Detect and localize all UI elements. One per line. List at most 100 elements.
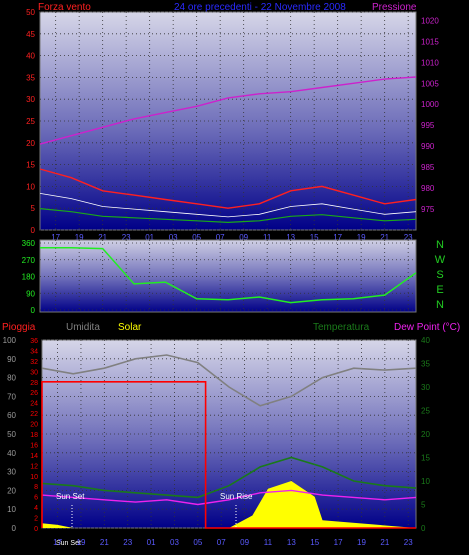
pressure-tick-label: 975	[421, 205, 435, 214]
solar-label: Solar	[118, 322, 142, 333]
temp-tick-label: 15	[421, 454, 430, 463]
time-tick-label: 17	[334, 538, 343, 547]
humidity-tick-label: 70	[7, 392, 16, 401]
wind-tick-label: 25	[26, 117, 35, 126]
compass-letter: S	[436, 269, 443, 281]
direction-tick-label: 360	[22, 239, 36, 248]
time-tick-label: 17	[333, 233, 342, 242]
wind-tick-label: 10	[26, 182, 35, 191]
direction-tick-label: 180	[22, 273, 36, 282]
wind-tick-label: 20	[26, 139, 35, 148]
humidity-tick-label: 80	[7, 374, 16, 383]
time-tick-label: 23	[123, 538, 132, 547]
wind-average-line	[39, 208, 417, 224]
time-tick-label: 07	[216, 233, 225, 242]
wind-tick-label: 50	[26, 8, 35, 17]
rain-tick-label: 2	[34, 516, 38, 523]
humidity-label: Umidita	[66, 322, 100, 333]
pressure-label: Pressione	[372, 2, 417, 13]
pressure-tick-label: 980	[421, 184, 435, 193]
wind-tick-label: 5	[31, 204, 36, 213]
wind-direction-line	[40, 246, 417, 304]
time-tick-label: 19	[357, 233, 366, 242]
time-tick-label: 23	[404, 233, 413, 242]
rain-tick-label: 36	[30, 338, 38, 345]
wind-tick-label: 45	[26, 30, 35, 39]
panel1-series	[39, 76, 417, 224]
time-tick-label: 21	[100, 538, 109, 547]
wind-speed-line	[39, 168, 417, 209]
humidity-tick-label: 30	[7, 468, 16, 477]
wind-tick-label: 40	[26, 52, 35, 61]
direction-tick-label: 90	[26, 289, 35, 298]
temp-tick-label: 5	[421, 501, 426, 510]
panel3-series	[41, 354, 417, 529]
temp-tick-label: 30	[421, 383, 430, 392]
rain-tick-label: 10	[30, 474, 38, 481]
humidity-tick-label: 100	[3, 336, 17, 345]
rain-tick-label: 16	[30, 442, 38, 449]
time-tick-label: 11	[263, 233, 272, 242]
humidity-line	[41, 354, 417, 407]
time-tick-label: 01	[145, 233, 154, 242]
pressure-tick-label: 1020	[421, 16, 439, 25]
humidity-tick-label: 90	[7, 355, 16, 364]
wind-label: Forza vento	[38, 2, 91, 13]
temp-tick-label: 40	[421, 336, 430, 345]
panel2-series	[40, 246, 417, 304]
panel2-direction-axis: 0 90 180 270 360	[22, 239, 36, 315]
compass-letter: E	[436, 284, 443, 296]
time-tick-label: 23	[122, 233, 131, 242]
temperature-label: Temperatura	[313, 322, 370, 333]
temperature-line	[41, 456, 417, 499]
time-tick-label: 13	[287, 538, 296, 547]
panel1-pressure-axis: 975 980 985 990 995 1000 1005 1010 1015 1020	[421, 16, 439, 214]
time-tick-label: Sun Set	[56, 540, 81, 547]
time-tick-label: 15	[310, 233, 319, 242]
temp-tick-label: 25	[421, 407, 430, 416]
pressure-tick-label: 1000	[421, 100, 439, 109]
panel3-humidity-axis: 0 10 20 30 40 50 60 70 80 90 100	[3, 336, 17, 533]
time-tick-label: 17	[51, 233, 60, 242]
rain-tick-label: 34	[30, 348, 38, 355]
humidity-tick-label: 50	[7, 430, 16, 439]
rain-tick-label: 30	[30, 369, 38, 376]
time-tick-label: 03	[169, 233, 178, 242]
wind-secondary-line	[39, 193, 417, 218]
time-tick-label: 01	[147, 538, 156, 547]
rain-tick-label: 20	[30, 422, 38, 429]
panel2-grid	[40, 240, 416, 312]
panel1-grid	[40, 11, 416, 231]
rain-tick-label: 12	[30, 463, 38, 470]
wind-tick-label: 35	[26, 73, 35, 82]
time-tick-label: 23	[404, 538, 413, 547]
time-tick-label: 09	[239, 233, 248, 242]
chart-title: 24 ore precedenti - 22 Novembre 2008	[174, 2, 346, 13]
sunrise-annotation: Sun Rise	[220, 492, 253, 501]
rain-tick-label: 26	[30, 390, 38, 397]
rain-tick-label: 6	[34, 495, 38, 502]
rain-tick-label: 32	[30, 359, 38, 366]
time-tick-label: 13	[286, 233, 295, 242]
rain-tick-label: 8	[34, 484, 38, 491]
time-tick-label: 17	[53, 538, 62, 547]
humidity-tick-label: 40	[7, 449, 16, 458]
time-tick-label: 11	[264, 538, 273, 547]
panel1-time-axis: 17 19 21 23 01 03 05 07 09 11 13 15 17 19 21 23	[51, 233, 413, 242]
time-tick-label: 21	[98, 233, 107, 242]
temp-tick-label: 10	[421, 477, 430, 486]
time-tick-label: 21	[380, 538, 389, 547]
rain-tick-label: 24	[30, 401, 38, 408]
time-tick-label: 21	[380, 233, 389, 242]
pressure-line	[39, 76, 417, 145]
humidity-tick-label: 60	[7, 411, 16, 420]
panel2-plot-area	[39, 239, 417, 313]
compass-letter: N	[436, 239, 444, 251]
rain-tick-label: 18	[30, 432, 38, 439]
temp-tick-label: 35	[421, 360, 430, 369]
temp-tick-label: 0	[421, 524, 426, 533]
